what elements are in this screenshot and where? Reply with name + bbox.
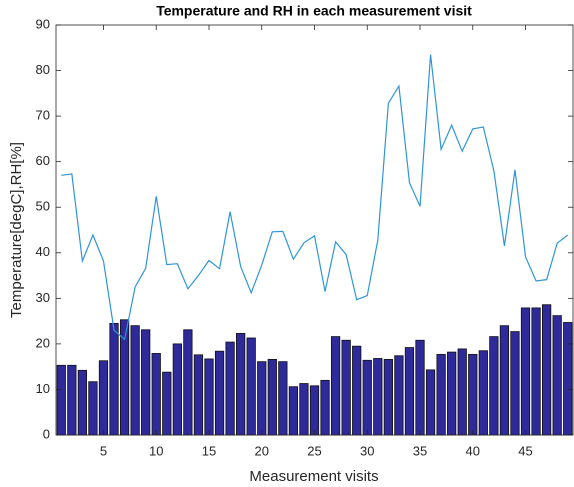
- y-tick-label: 30: [36, 290, 50, 305]
- bar: [98, 360, 109, 436]
- x-axis-label: Measurement visits: [249, 468, 378, 485]
- y-tick-label: 40: [36, 244, 50, 259]
- bar: [436, 353, 446, 436]
- bar: [373, 358, 383, 436]
- y-tick-label: 60: [36, 153, 50, 168]
- bar: [109, 322, 119, 436]
- bar: [383, 358, 393, 436]
- bar: [267, 358, 277, 436]
- chart-title: Temperature and RH in each measurement v…: [156, 3, 472, 19]
- y-tick-label: 50: [36, 199, 50, 214]
- bar: [425, 369, 436, 436]
- bar: [457, 348, 467, 436]
- bar: [130, 325, 140, 436]
- bar: [520, 307, 531, 436]
- bar: [499, 325, 510, 436]
- bar: [341, 339, 351, 436]
- bar: [489, 336, 499, 436]
- bar: [299, 383, 309, 436]
- bar: [246, 337, 256, 436]
- bar: [404, 347, 415, 436]
- bar: [204, 358, 214, 436]
- bar: [56, 364, 66, 436]
- bar: [172, 343, 182, 436]
- x-tick-label: 25: [307, 443, 321, 458]
- bar: [510, 331, 520, 436]
- bar: [193, 354, 204, 436]
- bar: [309, 385, 320, 436]
- bar: [278, 361, 288, 436]
- bar: [447, 351, 457, 436]
- bar: [468, 353, 478, 436]
- x-tick-label: 40: [466, 443, 480, 458]
- bar: [542, 304, 552, 436]
- bar: [183, 329, 193, 436]
- x-tick-label: 15: [202, 443, 216, 458]
- bar: [77, 369, 87, 436]
- bar: [225, 341, 235, 436]
- bar: [352, 345, 362, 436]
- y-axis-label: Temperature[degC],RH[%]: [8, 142, 25, 318]
- bar: [162, 371, 172, 436]
- bar: [330, 336, 341, 436]
- y-tick-label: 70: [36, 108, 50, 123]
- x-tick-label: 5: [100, 443, 107, 458]
- y-tick-label: 20: [36, 335, 50, 350]
- bar: [288, 386, 299, 436]
- bar: [257, 361, 267, 436]
- bar: [478, 350, 488, 436]
- x-tick-label: 30: [360, 443, 374, 458]
- bar: [531, 307, 541, 436]
- y-tick-label: 80: [36, 62, 50, 77]
- y-tick-label: 0: [43, 426, 50, 441]
- y-tick-label: 90: [36, 16, 50, 31]
- bar: [563, 322, 573, 436]
- bar: [236, 333, 246, 436]
- bar: [415, 339, 425, 436]
- bar: [552, 315, 562, 436]
- bar: [320, 379, 330, 436]
- x-tick-label: 10: [149, 443, 163, 458]
- y-tick-label: 10: [36, 381, 50, 396]
- bar: [214, 350, 225, 436]
- bar: [141, 329, 151, 436]
- line: [61, 54, 569, 341]
- bar: [88, 381, 98, 436]
- bar: [67, 364, 77, 436]
- bar: [151, 353, 161, 436]
- x-tick-label: 20: [255, 443, 269, 458]
- bar: [394, 355, 404, 436]
- x-tick-label: 45: [518, 443, 532, 458]
- bar: [362, 359, 372, 436]
- x-tick-label: 35: [413, 443, 427, 458]
